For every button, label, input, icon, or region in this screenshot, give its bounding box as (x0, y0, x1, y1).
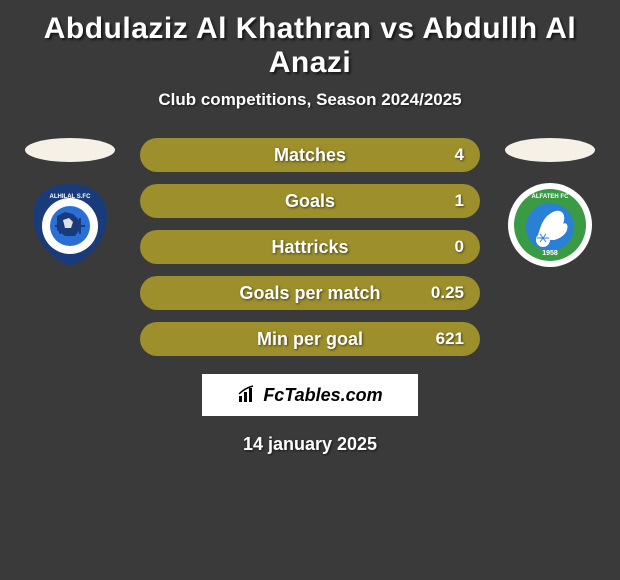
stat-label: Hattricks (271, 237, 348, 258)
player-right-silhouette (505, 138, 595, 162)
club-badge-left: 1957 ALHILAL S.FC (27, 182, 113, 268)
stat-label: Goals (285, 191, 335, 212)
club-badge-right-icon: 1958 ALFATEH FC (507, 182, 593, 268)
stat-bar-matches: Matches 4 (140, 138, 480, 172)
badge-right-year: 1958 (542, 250, 558, 257)
stat-right-value: 4 (455, 145, 464, 165)
badge-right-text: ALFATEH FC (532, 194, 570, 200)
stat-right-value: 621 (436, 329, 464, 349)
badge-left-text: ALHILAL S.FC (50, 194, 92, 200)
club-badge-left-icon: 1957 ALHILAL S.FC (27, 182, 113, 268)
badge-left-year: 1957 (62, 247, 78, 254)
stat-bar-goals: Goals 1 (140, 184, 480, 218)
stats-column: Matches 4 Goals 1 Hattricks 0 Goals per … (140, 138, 480, 356)
stat-right-value: 1 (455, 191, 464, 211)
player-right-column: 1958 ALFATEH FC (500, 138, 600, 268)
stat-label: Goals per match (239, 283, 380, 304)
date-text: 14 january 2025 (20, 434, 600, 455)
stat-right-value: 0 (455, 237, 464, 257)
branding-text: FcTables.com (263, 385, 382, 406)
stat-bar-min-per-goal: Min per goal 621 (140, 322, 480, 356)
chart-bars-icon (237, 384, 259, 406)
stat-bar-goals-per-match: Goals per match 0.25 (140, 276, 480, 310)
player-left-column: 1957 ALHILAL S.FC (20, 138, 120, 268)
comparison-infographic: Abdulaziz Al Khathran vs Abdullh Al Anaz… (0, 0, 620, 455)
stat-right-value: 0.25 (431, 283, 464, 303)
stat-label: Min per goal (257, 329, 363, 350)
stat-bar-hattricks: Hattricks 0 (140, 230, 480, 264)
main-row: 1957 ALHILAL S.FC Matches 4 Goals 1 Hatt… (20, 138, 600, 356)
club-badge-right: 1958 ALFATEH FC (507, 182, 593, 268)
player-left-silhouette (25, 138, 115, 162)
stat-label: Matches (274, 145, 346, 166)
subtitle: Club competitions, Season 2024/2025 (20, 90, 600, 110)
branding-box: FcTables.com (202, 374, 418, 416)
page-title: Abdulaziz Al Khathran vs Abdullh Al Anaz… (20, 12, 600, 80)
